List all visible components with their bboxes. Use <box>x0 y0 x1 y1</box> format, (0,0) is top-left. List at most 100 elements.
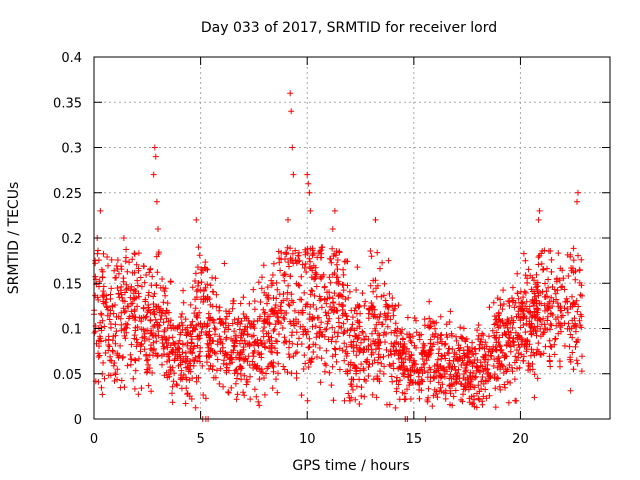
data-point <box>506 342 513 348</box>
data-point <box>356 376 363 383</box>
data-point <box>164 300 171 307</box>
data-point <box>376 345 383 352</box>
data-point <box>223 308 229 315</box>
data-point <box>279 325 286 331</box>
data-point <box>531 394 538 401</box>
data-point <box>435 379 442 386</box>
data-point <box>161 351 167 358</box>
data-point <box>229 320 236 327</box>
data-point <box>195 280 202 286</box>
data-point <box>156 322 163 329</box>
data-point <box>431 373 437 380</box>
data-point <box>359 290 366 297</box>
data-point <box>522 272 529 279</box>
data-point <box>390 343 397 350</box>
data-point <box>306 335 313 342</box>
data-point <box>128 300 135 307</box>
data-point <box>337 291 344 298</box>
data-point <box>558 284 565 291</box>
data-point <box>404 331 410 338</box>
data-point <box>123 246 130 253</box>
data-point <box>261 375 267 381</box>
data-point <box>228 384 235 391</box>
data-point <box>340 271 347 278</box>
data-point <box>434 356 441 363</box>
data-point <box>165 318 172 325</box>
data-point <box>341 329 348 335</box>
data-point <box>421 368 428 374</box>
data-point <box>541 329 548 336</box>
data-point <box>221 352 228 359</box>
data-point <box>228 335 235 342</box>
data-point <box>371 357 378 364</box>
data-point <box>495 339 502 345</box>
data-point <box>492 316 499 323</box>
data-point <box>100 359 107 366</box>
data-point <box>103 303 110 310</box>
data-point <box>146 336 153 343</box>
data-point <box>483 343 490 350</box>
data-point <box>208 345 215 352</box>
data-point <box>270 311 277 318</box>
data-point <box>247 373 253 380</box>
data-point <box>323 362 330 369</box>
data-point <box>390 307 397 314</box>
data-point <box>427 323 433 330</box>
data-point <box>446 375 453 382</box>
data-point <box>142 298 149 305</box>
data-point <box>552 316 559 323</box>
data-point <box>354 264 361 271</box>
data-point <box>468 376 475 383</box>
data-point <box>147 266 153 273</box>
data-point <box>497 323 504 329</box>
data-point <box>474 357 481 363</box>
data-point <box>197 287 204 293</box>
data-point <box>164 344 171 351</box>
data-point <box>276 291 283 298</box>
data-point <box>542 280 548 287</box>
data-point <box>105 336 112 343</box>
data-point <box>192 296 199 303</box>
data-point <box>514 365 520 372</box>
data-point <box>240 311 247 317</box>
data-point <box>570 245 577 252</box>
data-point <box>144 327 151 334</box>
data-point <box>346 288 353 295</box>
data-point <box>528 346 535 353</box>
data-point <box>323 347 330 354</box>
data-point <box>233 354 239 361</box>
data-point <box>374 249 381 256</box>
data-point <box>313 334 320 341</box>
data-point <box>367 282 374 289</box>
data-point <box>412 379 419 386</box>
data-point <box>255 398 262 405</box>
data-point <box>270 368 277 375</box>
data-point <box>169 390 175 397</box>
data-point <box>118 327 125 334</box>
data-point <box>157 316 164 323</box>
data-point <box>345 390 352 397</box>
data-point <box>307 265 314 272</box>
data-point <box>521 341 528 348</box>
data-point <box>523 305 530 312</box>
data-point <box>259 274 265 281</box>
data-point <box>296 282 303 289</box>
data-point <box>167 322 174 329</box>
data-point <box>471 360 477 367</box>
data-point <box>238 318 245 324</box>
data-point <box>264 284 271 291</box>
y-tick-labels: 0 0.05 0.1 0.15 0.2 0.25 0.3 0.35 0.4 <box>53 51 82 428</box>
data-point <box>237 340 243 347</box>
data-point <box>321 283 328 290</box>
data-point <box>156 307 163 314</box>
data-point <box>433 391 439 397</box>
data-point <box>258 354 265 361</box>
data-point <box>330 397 337 404</box>
data-point <box>533 284 539 291</box>
data-point <box>568 265 575 271</box>
data-point <box>479 344 486 351</box>
data-point <box>131 308 138 315</box>
data-point <box>188 336 195 343</box>
data-point <box>261 391 268 398</box>
